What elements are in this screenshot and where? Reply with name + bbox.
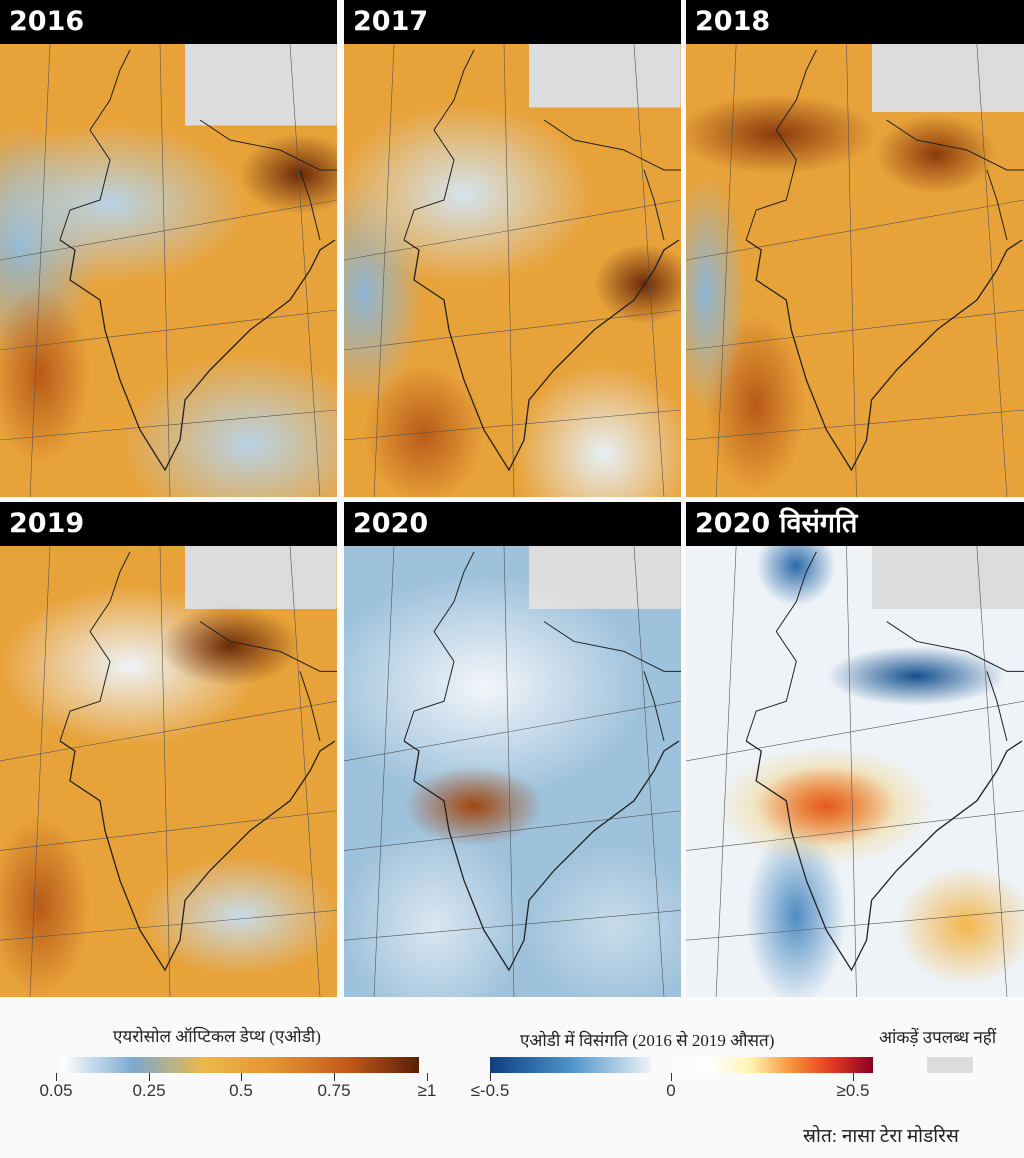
map-panel-2020: 2020 — [344, 502, 681, 997]
graticule-lines — [344, 545, 681, 997]
tick-mark — [149, 1073, 150, 1081]
tick-label: ≤-0.5 — [470, 1081, 510, 1100]
coastline — [745, 740, 1023, 972]
coastline — [745, 239, 1023, 472]
tick-mark — [490, 1073, 491, 1081]
source-credit: स्रोत: नासा टेरा मोडरिस — [803, 1126, 959, 1147]
tick-label: ≥1 — [417, 1081, 437, 1100]
graticule-lines — [344, 43, 681, 497]
panel-title: 2019 — [0, 502, 337, 546]
map-outline-overlay — [0, 43, 337, 497]
map-outline-overlay — [0, 545, 337, 997]
graticule-lines — [686, 43, 1024, 497]
aod-map — [344, 44, 681, 497]
map-outline-overlay — [344, 43, 681, 497]
map-panel-2016: 2016 — [0, 0, 337, 497]
map-panel-2018: 2018 — [686, 0, 1024, 497]
coastline — [403, 239, 680, 472]
graticule-lines — [0, 545, 337, 997]
map-panel-2019: 2019 — [0, 502, 337, 997]
country-borders — [59, 551, 337, 742]
no-data-swatch — [927, 1057, 973, 1073]
country-borders — [59, 49, 337, 241]
coastline — [59, 239, 336, 472]
coastline — [403, 740, 680, 972]
tick-label: ≥0.5 — [836, 1081, 870, 1100]
tick-mark — [853, 1073, 854, 1081]
map-outline-overlay — [686, 43, 1024, 497]
anomaly-color-bar — [490, 1057, 873, 1073]
tick-label: 0.75 — [317, 1081, 351, 1100]
anomaly-legend-title: एओडी में विसंगति (2016 से 2019 औसत) — [520, 1031, 775, 1050]
tick-mark — [427, 1073, 428, 1081]
panel-title: 2018 — [686, 0, 1024, 44]
tick-mark — [671, 1073, 672, 1081]
country-borders — [745, 551, 1024, 742]
aod-map — [0, 44, 337, 497]
tick-mark — [241, 1073, 242, 1081]
no-data-label: आंकड़ें उपलब्ध नहीं — [879, 1028, 997, 1047]
tick-label: 0 — [666, 1081, 676, 1100]
panel-title: 2020 — [344, 502, 681, 546]
country-borders — [403, 551, 681, 742]
panel-title: 2017 — [344, 0, 681, 44]
tick-mark — [56, 1073, 57, 1081]
map-panel-2017: 2017 — [344, 0, 681, 497]
panel-title: 2020 विसंगति — [686, 502, 1024, 546]
map-outline-overlay — [686, 545, 1024, 997]
tick-label: 0.25 — [132, 1081, 166, 1100]
panel-title: 2016 — [0, 0, 337, 44]
tick-label: 0.5 — [229, 1081, 253, 1100]
country-borders — [403, 49, 681, 241]
graticule-lines — [686, 545, 1024, 997]
tick-label: 0.05 — [39, 1081, 73, 1100]
coastline — [59, 740, 336, 972]
country-borders — [745, 49, 1024, 241]
aod-legend-title: एयरोसोल ऑप्टिकल डेप्थ (एओडी) — [113, 1027, 321, 1046]
map-panel-2020-anomaly: 2020 विसंगति — [686, 502, 1024, 997]
aod-color-bar — [62, 1057, 419, 1073]
map-outline-overlay — [344, 545, 681, 997]
tick-mark — [334, 1073, 335, 1081]
graticule-lines — [0, 43, 337, 497]
